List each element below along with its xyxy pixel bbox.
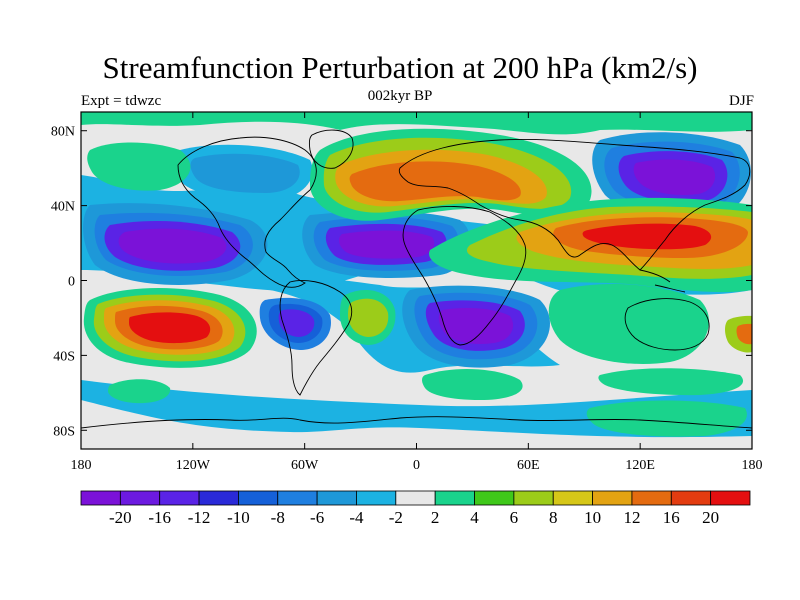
colorbar-swatch — [513, 490, 554, 506]
colorbar-swatch — [592, 490, 633, 506]
contour-region — [118, 228, 227, 264]
contour-region — [633, 159, 716, 195]
contour-region — [129, 312, 211, 344]
coastline-eurasia — [398, 139, 751, 271]
contour-region — [548, 284, 709, 364]
colorbar-swatch — [631, 490, 672, 506]
coastline-south-america — [279, 280, 353, 396]
lon-tick-label: 120W — [176, 458, 211, 473]
contour-region — [87, 142, 191, 191]
lon-tick-label: 60W — [291, 458, 319, 473]
contour-region — [348, 298, 389, 337]
coastline-africa — [402, 206, 527, 346]
colorbar-swatch — [198, 490, 239, 506]
lat-tick-label: 40N — [51, 200, 75, 215]
colorbar-swatch — [670, 490, 712, 506]
lon-tick-label: 180 — [742, 458, 763, 473]
colorbar-label: -8 — [271, 508, 285, 527]
lon-tick-label: 60E — [517, 458, 540, 473]
coastline-australia — [624, 298, 710, 351]
coastline-north-america — [177, 136, 317, 288]
contour-region — [586, 400, 747, 437]
season-label: DJF — [728, 93, 754, 109]
contour-region — [338, 230, 435, 259]
colorbar-label: 12 — [623, 508, 640, 527]
colorbar-label: -16 — [148, 508, 171, 527]
contour-region — [108, 379, 171, 404]
colorbar-label: -20 — [109, 508, 132, 527]
lon-tick-label: 120E — [625, 458, 655, 473]
colorbar: -20 -16 -12 -10 -8 -6 -4 -2 2 4 6 8 10 12 16 20 — [80, 490, 751, 527]
colorbar-label: -6 — [310, 508, 324, 527]
coastlines — [81, 129, 752, 429]
lat-tick-label: 0 — [68, 275, 75, 290]
contour-region — [422, 368, 523, 400]
lon-tick-label: 0 — [413, 458, 420, 473]
lon-tick-label: 180 — [71, 458, 92, 473]
colorbar-label: 2 — [431, 508, 440, 527]
colorbar-swatch — [474, 490, 515, 506]
time-label: 002kyr BP — [367, 88, 433, 104]
contour-region — [598, 368, 744, 396]
contour-region — [438, 308, 514, 344]
lat-tick-label: 80S — [53, 424, 75, 439]
coastline-indonesia — [639, 269, 686, 293]
contour-region — [349, 161, 521, 202]
colorbar-label: 6 — [510, 508, 519, 527]
colorbar-label: -10 — [227, 508, 250, 527]
contour-region — [582, 223, 712, 250]
colorbar-label: 10 — [584, 508, 601, 527]
colorbar-label: 4 — [470, 508, 479, 527]
contour-region — [736, 323, 752, 345]
contour-region — [81, 112, 752, 135]
colorbar-swatch — [277, 490, 318, 506]
colorbar-label: 8 — [549, 508, 558, 527]
colorbar-label: -4 — [349, 508, 364, 527]
colorbar-swatch — [159, 490, 200, 506]
colorbar-swatch — [80, 490, 121, 506]
experiment-label: Expt = tdwzc — [81, 93, 162, 109]
colorbar-swatch — [434, 490, 475, 506]
colorbar-label: 20 — [702, 508, 719, 527]
lat-tick-label: 40S — [53, 349, 75, 364]
chart-title: Streamfunction Perturbation at 200 hPa (… — [102, 50, 698, 85]
colorbar-label: -12 — [188, 508, 211, 527]
coastline-antarctica — [81, 416, 752, 429]
colorbar-swatch — [238, 490, 279, 506]
lat-tick-label: 80N — [51, 125, 75, 140]
contour-field — [81, 112, 752, 449]
coastline-greenland — [308, 129, 354, 169]
colorbar-swatch — [710, 490, 751, 506]
colorbar-swatch — [552, 490, 593, 506]
colorbar-label: 16 — [663, 508, 680, 527]
colorbar-swatch — [316, 490, 357, 506]
contour-region — [278, 309, 315, 337]
latitude-axis: 80N 40N 0 40S 80S — [51, 125, 752, 439]
colorbar-label: -2 — [389, 508, 403, 527]
colorbar-swatch — [119, 490, 161, 506]
contour-region — [81, 400, 752, 449]
colorbar-swatch — [356, 490, 397, 506]
longitude-axis: 180 120W 60W 0 60E 120E 180 — [71, 112, 763, 473]
contour-region — [190, 153, 300, 193]
colorbar-swatch — [395, 490, 436, 506]
